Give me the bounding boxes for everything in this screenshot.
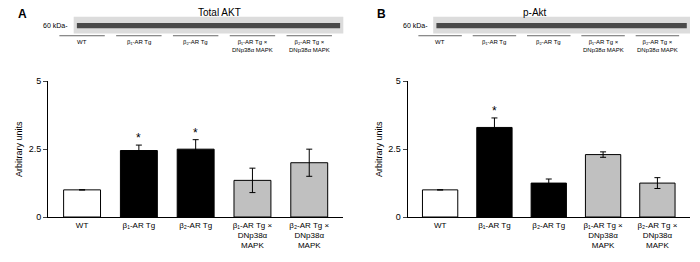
svg-text:β₁-AR Tg: β₁-AR Tg bbox=[478, 221, 511, 230]
svg-text:*: * bbox=[136, 131, 141, 145]
svg-text:*: * bbox=[193, 126, 198, 140]
svg-text:β₂-AR Tg ×DNp38α MAPK: β₂-AR Tg ×DNp38α MAPK bbox=[289, 39, 330, 53]
svg-text:β₂-AR Tg ×DNp38α MAPK: β₂-AR Tg ×DNp38α MAPK bbox=[637, 39, 678, 53]
svg-text:β₁-AR Tg: β₁-AR Tg bbox=[482, 39, 506, 45]
svg-text:WT: WT bbox=[76, 221, 89, 230]
svg-text:β₁-AR Tg: β₁-AR Tg bbox=[123, 221, 156, 230]
svg-text:β₂-AR Tg: β₂-AR Tg bbox=[179, 221, 212, 230]
svg-text:60 kDa-: 60 kDa- bbox=[43, 22, 68, 29]
svg-text:60 kDa-: 60 kDa- bbox=[403, 22, 428, 29]
svg-text:WT: WT bbox=[435, 39, 445, 45]
svg-text:2.5: 2.5 bbox=[388, 144, 401, 154]
svg-text:β₁-AR Tg: β₁-AR Tg bbox=[127, 39, 151, 45]
svg-text:Arbitrary units: Arbitrary units bbox=[374, 121, 384, 177]
svg-text:Arbitrary units: Arbitrary units bbox=[14, 121, 24, 177]
svg-text:β₁-AR Tg ×DNp38α MAPK: β₁-AR Tg ×DNp38α MAPK bbox=[232, 39, 273, 53]
svg-text:β₁-AR Tg ×DNp38αMAPK: β₁-AR Tg ×DNp38αMAPK bbox=[583, 221, 623, 251]
svg-text:A: A bbox=[18, 7, 27, 21]
svg-text:WT: WT bbox=[77, 39, 87, 45]
svg-text:0: 0 bbox=[396, 212, 401, 222]
svg-text:B: B bbox=[377, 7, 386, 21]
svg-text:β₁-AR Tg ×DNp38α MAPK: β₁-AR Tg ×DNp38α MAPK bbox=[583, 39, 624, 53]
svg-text:β₂-AR Tg ×DNp38αMAPK: β₂-AR Tg ×DNp38αMAPK bbox=[289, 221, 329, 251]
svg-text:β₂-AR Tg: β₂-AR Tg bbox=[183, 39, 208, 45]
svg-text:β₂-AR Tg: β₂-AR Tg bbox=[536, 39, 561, 45]
svg-text:5: 5 bbox=[396, 76, 401, 86]
svg-text:2.5: 2.5 bbox=[29, 144, 42, 154]
svg-text:WT: WT bbox=[434, 221, 447, 230]
svg-text:β₂-AR Tg ×DNp38αMAPK: β₂-AR Tg ×DNp38αMAPK bbox=[638, 221, 678, 251]
svg-text:p-Akt: p-Akt bbox=[523, 7, 547, 18]
svg-text:Total AKT: Total AKT bbox=[198, 7, 241, 18]
svg-text:*: * bbox=[492, 104, 497, 118]
svg-text:β₁-AR Tg ×DNp38αMAPK: β₁-AR Tg ×DNp38αMAPK bbox=[233, 221, 273, 251]
svg-text:β₂-AR Tg: β₂-AR Tg bbox=[532, 221, 565, 230]
svg-text:5: 5 bbox=[36, 76, 41, 86]
svg-text:0: 0 bbox=[36, 212, 41, 222]
